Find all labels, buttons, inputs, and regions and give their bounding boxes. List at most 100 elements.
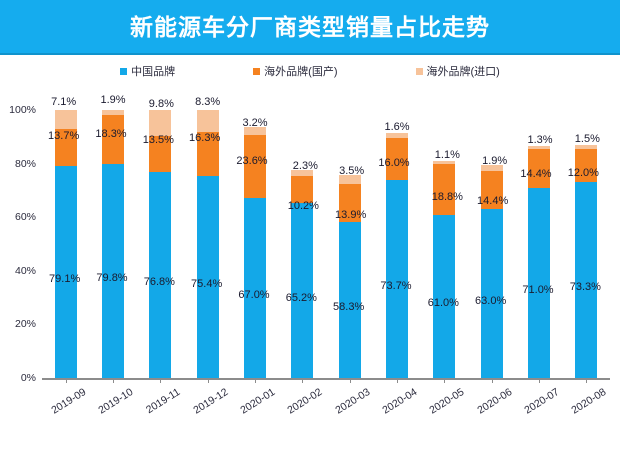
bar-segment-overseas-domestic[interactable] <box>149 135 172 173</box>
y-axis-tick-label: 0% <box>20 372 36 384</box>
legend-item-label: 中国品牌 <box>131 66 176 78</box>
bar-segment-overseas-domestic[interactable] <box>54 129 77 166</box>
data-label-overseas-import: 8.3% <box>195 96 221 108</box>
bar-segment-overseas-import[interactable] <box>244 126 266 136</box>
x-axis-tick-mark <box>207 378 209 383</box>
square-swatch-icon <box>120 67 128 75</box>
x-axis-tick-mark <box>113 378 114 383</box>
bar-group[interactable] <box>338 175 361 378</box>
data-label-overseas-import: 1.5% <box>574 133 600 146</box>
square-swatch-icon <box>415 67 423 75</box>
bar-segment-overseas-domestic[interactable] <box>244 135 266 199</box>
x-axis-tick-label: 2019-11 <box>144 386 183 417</box>
bar-segment-overseas-domestic[interactable] <box>338 184 361 222</box>
bar-segment-overseas-domestic[interactable] <box>480 170 503 210</box>
bar-segment-overseas-import[interactable] <box>528 145 550 150</box>
bar-segment-overseas-import[interactable] <box>54 110 77 130</box>
bar-segment-overseas-domestic[interactable] <box>433 164 456 215</box>
bar-segment-overseas-domestic[interactable] <box>575 149 598 182</box>
x-axis-tick-mark <box>491 378 493 383</box>
bar-segment-china-brand[interactable] <box>338 221 361 378</box>
bar-segment-overseas-domestic[interactable] <box>196 132 219 176</box>
bar-segment-china-brand[interactable] <box>575 181 598 378</box>
chart-header-banner: 新能源车分厂商类型销量占比走势 <box>0 0 620 55</box>
bar-segment-overseas-import[interactable] <box>575 145 598 150</box>
bar-segment-china-brand[interactable] <box>244 198 266 378</box>
x-axis-tick-mark <box>160 378 162 383</box>
bar-group[interactable] <box>102 110 124 378</box>
legend-item-label: 海外品牌(进口) <box>426 66 500 78</box>
bar-segment-overseas-import[interactable] <box>338 175 361 185</box>
x-axis-tick-label: 2019-09 <box>48 386 89 417</box>
data-label-overseas-import: 1.1% <box>434 149 460 162</box>
bar-segment-overseas-domestic[interactable] <box>291 175 314 204</box>
bar-segment-china-brand[interactable] <box>480 209 503 378</box>
bar-group[interactable] <box>480 165 503 378</box>
bar-segment-overseas-import[interactable] <box>149 109 172 136</box>
y-axis-tick-label: 40% <box>14 264 36 277</box>
data-label-overseas-import: 1.3% <box>527 133 553 146</box>
x-axis-tick-mark <box>302 378 304 383</box>
bar-segment-overseas-import[interactable] <box>433 161 456 165</box>
bar-group[interactable] <box>196 110 219 378</box>
bar-segment-china-brand[interactable] <box>149 172 172 378</box>
y-axis: 0% 20% 40% 60% 80% 100% <box>0 0 42 465</box>
legend-item-china-brand[interactable]: 中国品牌 <box>120 63 175 79</box>
x-axis-tick-label: 2020-08 <box>569 386 609 417</box>
bar-segment-china-brand[interactable] <box>386 180 408 378</box>
x-axis-tick-label: 2020-05 <box>427 386 467 417</box>
bar-segment-overseas-import[interactable] <box>291 169 314 176</box>
legend-item-overseas-domestic[interactable]: 海外品牌(国产) <box>253 63 338 79</box>
bar-segment-china-brand[interactable] <box>291 203 314 378</box>
chart-legend: 中国品牌 海外品牌(国产) 海外品牌(进口) <box>0 60 620 82</box>
x-axis-tick-mark <box>349 378 351 383</box>
bar-segment-overseas-import[interactable] <box>102 110 124 116</box>
bar-segment-overseas-domestic[interactable] <box>102 115 124 165</box>
data-label-overseas-import: 1.6% <box>384 121 410 134</box>
bar-segment-overseas-import[interactable] <box>386 133 408 138</box>
bar-group[interactable] <box>291 169 314 378</box>
square-swatch-icon <box>253 67 261 75</box>
x-axis-tick-label: 2019-10 <box>96 386 136 417</box>
x-axis-tick-mark <box>539 378 540 383</box>
x-axis-tick-label: 2020-02 <box>285 386 325 417</box>
x-axis-line <box>42 378 610 380</box>
page-title: 新能源车分厂商类型销量占比走势 <box>130 14 490 40</box>
bar-segment-overseas-domestic[interactable] <box>528 149 550 188</box>
bar-group[interactable] <box>386 133 408 378</box>
bar-segment-china-brand[interactable] <box>433 214 456 378</box>
x-axis-tick-mark <box>65 378 67 383</box>
x-axis-tick-label: 2020-04 <box>380 386 420 417</box>
bar-segment-china-brand[interactable] <box>102 164 124 378</box>
bar-segment-china-brand[interactable] <box>528 187 550 378</box>
data-label-overseas-import: 9.8% <box>148 97 174 110</box>
bar-segment-china-brand[interactable] <box>54 166 77 378</box>
data-label-overseas-import: 1.9% <box>100 94 126 106</box>
x-axis-tick-mark <box>444 378 446 383</box>
data-label-overseas-import: 7.1% <box>51 96 77 109</box>
bar-group[interactable] <box>528 145 550 378</box>
x-axis-tick-label: 2020-07 <box>522 386 562 417</box>
bar-segment-overseas-import[interactable] <box>480 165 503 171</box>
x-axis-tick-label: 2019-12 <box>190 386 231 417</box>
x-axis-tick-mark <box>255 378 256 383</box>
x-axis-tick-label: 2020-01 <box>238 386 278 417</box>
bar-segment-overseas-import[interactable] <box>196 110 219 133</box>
bar-group[interactable] <box>244 126 266 378</box>
y-axis-tick-label: 20% <box>14 318 36 331</box>
bar-group[interactable] <box>54 110 77 378</box>
legend-item-overseas-import[interactable]: 海外品牌(进口) <box>415 63 500 79</box>
y-axis-tick-label: 100% <box>9 104 36 116</box>
y-axis-tick-label: 80% <box>14 157 36 170</box>
x-axis-tick-label: 2020-06 <box>474 386 515 417</box>
bar-group[interactable] <box>433 161 456 378</box>
bar-segment-overseas-domestic[interactable] <box>386 137 408 181</box>
y-axis-tick-label: 60% <box>14 211 36 224</box>
x-axis-tick-mark <box>397 378 398 383</box>
x-axis-tick-label: 2020-03 <box>332 386 373 417</box>
bar-group[interactable] <box>149 109 172 378</box>
x-axis-tick-mark <box>586 378 588 383</box>
bar-group[interactable] <box>575 145 598 378</box>
bar-segment-china-brand[interactable] <box>196 175 219 378</box>
